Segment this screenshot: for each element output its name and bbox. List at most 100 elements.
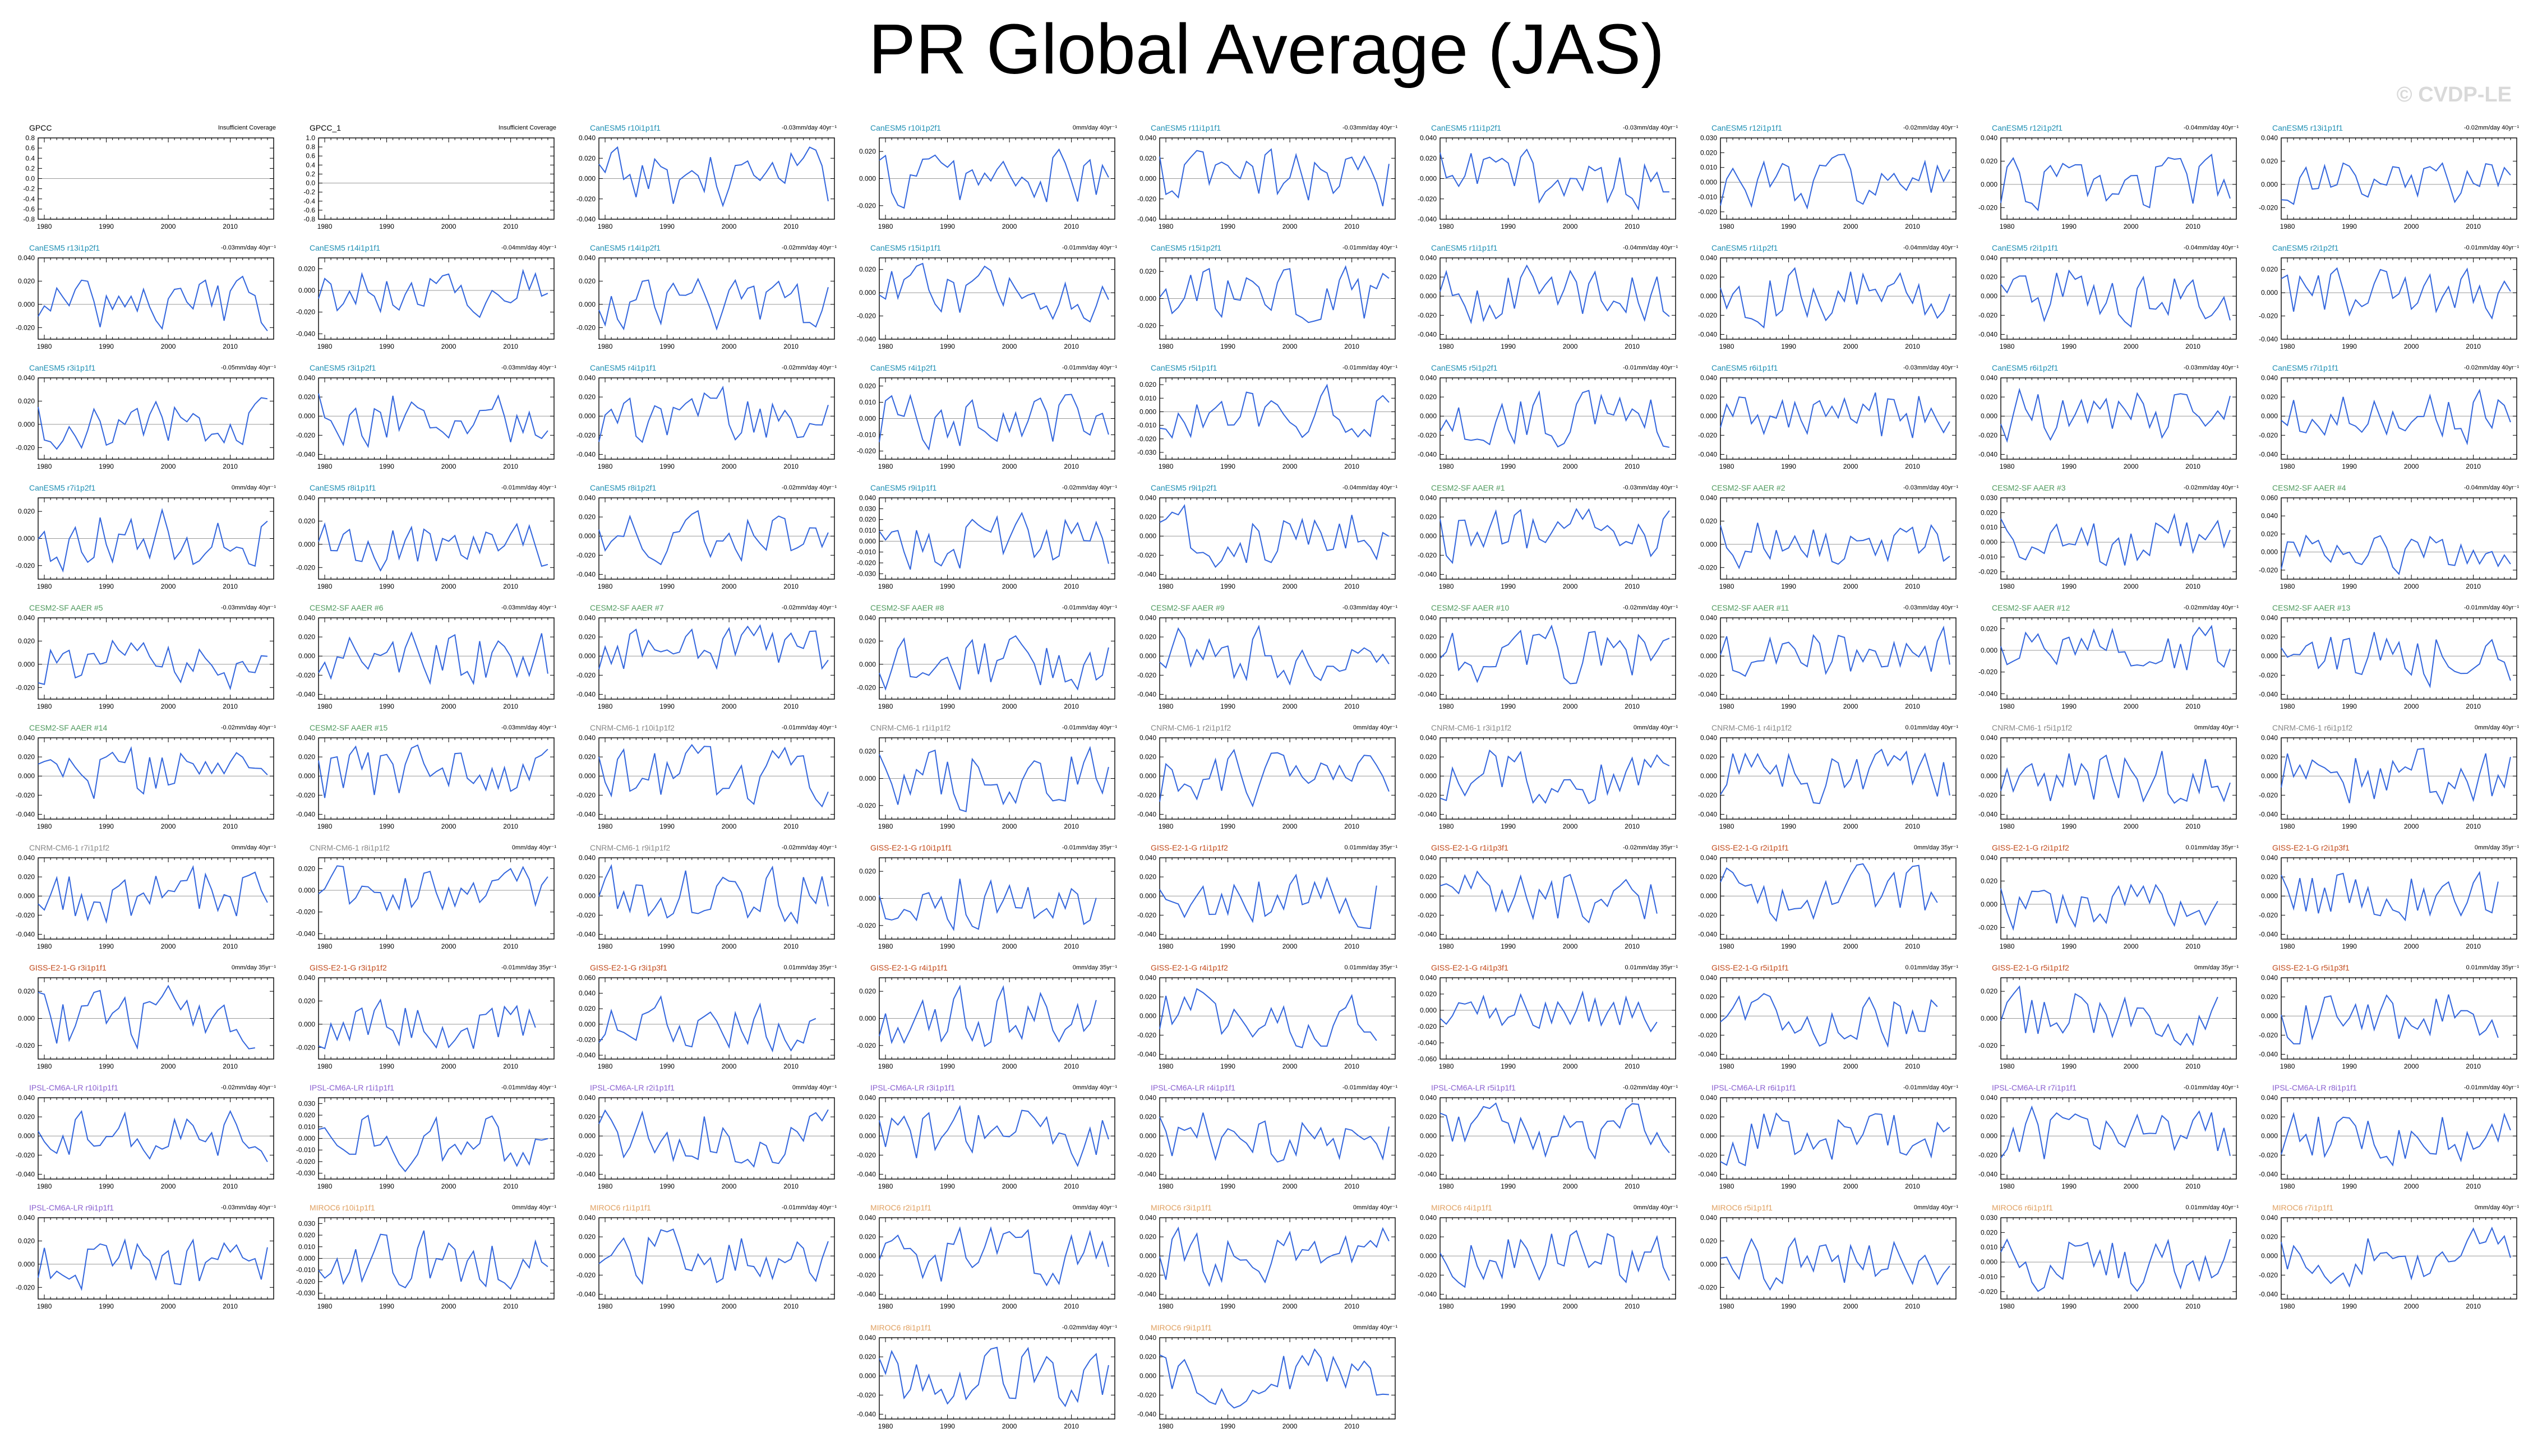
x-tick-label: 2010 [2185,702,2200,710]
panel-gpcc: GPCC Insufficient Coverage 0.8 0.6 0.4 0.2 0.0… [4,122,280,237]
y-tick-label: 0.040 [2261,512,2278,520]
y-tick-label: 0.020 [1420,273,1437,281]
y-tick-label: 0.4 [306,161,315,169]
panel-cesm2-sf-aaer-3: CESM2-SF AAER #3 -0.02mm/day 40yr⁻¹ 0.030 0… [1967,482,2243,597]
panel-trend-label: -0.02mm/day 40yr⁻¹ [1622,604,1678,611]
y-tick-label: -0.010 [857,431,876,439]
y-tick-label: -0.040 [296,690,315,698]
x-tick-label: 1990 [1501,463,1516,470]
series-line [879,394,1109,451]
x-tick-label: 2000 [722,463,737,470]
x-tick-label: 1980 [317,583,333,590]
series-line [598,278,829,331]
panel-title: CESM2-SF AAER #6 [310,603,384,612]
x-tick-label: 2000 [2124,583,2139,590]
x-tick-label: 2010 [1064,343,1079,350]
y-tick-label: 0.000 [1139,408,1156,415]
plot-frame [38,617,274,700]
series-line [1159,148,1390,206]
series-line [38,639,267,691]
series-line [318,744,548,798]
x-tick-label: 2010 [1344,463,1359,470]
panel-trend-label: -0.03mm/day 40yr⁻¹ [1622,484,1678,491]
y-tick-label: -0.030 [1137,449,1156,456]
x-tick-label: 2000 [1843,463,1858,470]
y-tick-label: 0.040 [579,134,596,142]
x-tick-label: 2010 [223,223,238,230]
x-tick-label: 1980 [598,822,613,830]
y-tick-label: -0.040 [1978,330,1997,338]
panel-canesm5-r1i1p1f1: CanESM5 r1i1p1f1 -0.04mm/day 40yr⁻¹ 0.040 0… [1406,242,1682,357]
y-tick-label: 0.020 [2261,633,2278,641]
panel-trend-label: -0.01mm/day 40yr⁻¹ [1062,244,1117,251]
x-tick-label: 1990 [940,343,955,350]
y-tick-label: 0.040 [1700,494,1717,502]
panel-cesm2-sf-aaer-11: CESM2-SF AAER #11 -0.03mm/day 40yr⁻¹ 0.040… [1687,602,1963,717]
y-tick-label: 0.000 [1420,412,1437,420]
panel-canesm5-r9i1p1f1: CanESM5 r9i1p1f1 -0.02mm/day 40yr⁻¹ 0.040 0… [846,482,1122,597]
y-tick-label: 1.0 [306,134,315,142]
y-tick-label: -0.020 [1137,551,1156,559]
panel-trend-label: -0.01mm/day 40yr⁻¹ [501,484,556,491]
series-line [2281,267,2511,320]
y-tick-label: 0.000 [1420,175,1437,183]
y-tick-label: 0.000 [2261,548,2278,556]
y-tick-label: 0.000 [18,535,35,543]
x-tick-label: 2000 [1282,583,1298,590]
y-tick-label: 0.040 [2261,374,2278,382]
y-tick-label: -0.020 [1137,671,1156,679]
y-tick-label: 0.040 [579,254,596,262]
x-tick-label: 1990 [1220,343,1235,350]
y-tick-label: 0.010 [1700,164,1717,172]
y-tick-label: -0.020 [296,791,315,799]
y-tick-label: 0.040 [579,494,596,502]
panel-title: CanESM5 r3i1p1f1 [29,363,96,372]
series-line [2281,162,2511,205]
x-tick-label: 1980 [1439,223,1454,230]
y-tick-label: -0.040 [1418,215,1437,223]
y-tick-label: 0.000 [1139,532,1156,540]
series-line [1439,624,1670,685]
x-tick-label: 2010 [1905,463,1920,470]
y-tick-label: 0.040 [859,614,876,622]
y-tick-label: 0.000 [579,301,596,308]
panel-canesm5-r6i1p2f1: CanESM5 r6i1p2f1 -0.03mm/day 40yr⁻¹ 0.040 0… [1967,362,2243,477]
series-line [318,522,548,572]
y-tick-label: -0.020 [1418,431,1437,439]
x-tick-label: 1990 [2061,702,2077,710]
panel-trend-label: Insufficient Coverage [218,124,276,131]
x-tick-label: 1990 [2061,343,2077,350]
y-tick-label: 0.000 [1139,175,1156,183]
panel-trend-label: -0.02mm/day 40yr⁻¹ [2183,484,2239,491]
x-tick-label: 2010 [2185,463,2200,470]
panel-trend-label: -0.02mm/day 40yr⁻¹ [220,724,276,731]
y-tick-label: 0.020 [1981,273,1997,281]
x-tick-label: 1980 [317,223,333,230]
panel-title: CNRM-CM6-1 r1i1p1f2 [870,723,951,732]
y-tick-label: 0.0 [306,179,315,187]
x-tick-label: 1980 [37,463,52,470]
y-tick-label: 0.020 [1700,633,1717,641]
panel-trend-label: -0.01mm/day 40yr⁻¹ [2463,244,2519,251]
x-tick-label: 1980 [2280,583,2295,590]
y-tick-label: 0.040 [1139,134,1156,142]
x-tick-label: 1980 [1719,223,1734,230]
y-tick-label: -0.040 [1698,330,1717,338]
y-tick-label: 0.020 [298,517,315,525]
y-tick-label: -0.020 [2259,312,2278,320]
y-tick-label: 0.040 [579,614,596,622]
panel-trend-label: -0.02mm/day 40yr⁻¹ [781,484,837,491]
panel-gpcc-1: GPCC_1 Insufficient Coverage 1.0 0.8 0.6 0.4 0… [285,122,561,237]
y-tick-label: -0.010 [857,548,876,556]
x-tick-label: 1990 [2342,463,2357,470]
y-tick-label: 0.040 [1700,374,1717,382]
y-tick-label: -0.4 [303,197,315,205]
x-tick-label: 1980 [2280,702,2295,710]
panel-canesm5-r3i1p2f1: CanESM5 r3i1p2f1 -0.03mm/day 40yr⁻¹ 0.040 0… [285,362,561,477]
plot-frame [2000,137,2237,220]
